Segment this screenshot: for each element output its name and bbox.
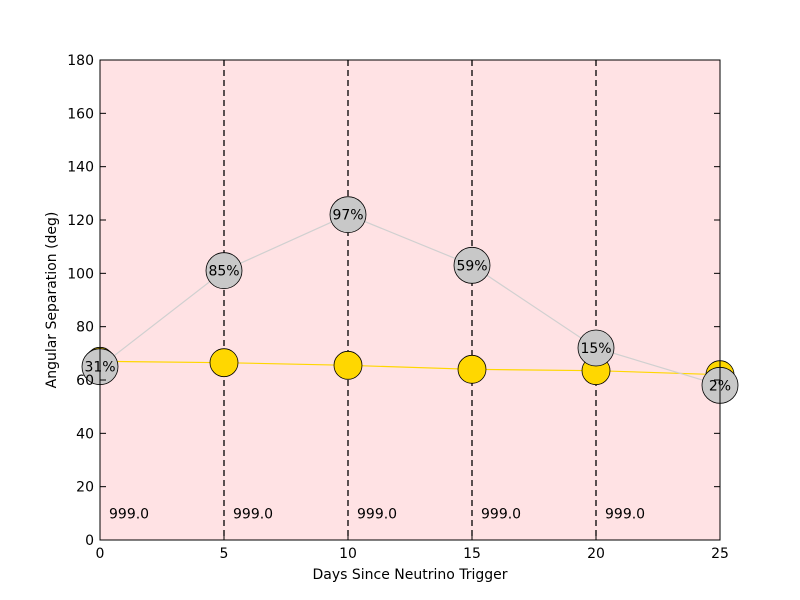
x-tick-label: 10	[339, 546, 357, 562]
y-axis-label: Angular Separation (deg)	[44, 212, 60, 389]
y-tick-label: 120	[67, 213, 94, 229]
y-tick-label: 160	[67, 106, 94, 122]
series-line	[99, 214, 721, 386]
y-tick-label: 180	[67, 53, 94, 69]
x-tick-label: 15	[463, 546, 481, 562]
annotation-text: 999.0	[357, 506, 397, 522]
sun-point	[209, 348, 239, 378]
x-tick-label: 20	[587, 546, 605, 562]
point-label: 59%	[456, 258, 487, 274]
y-tick-label: 140	[67, 160, 94, 176]
x-tick-label: 5	[220, 546, 229, 562]
annotation-text: 999.0	[233, 506, 273, 522]
point-label: 15%	[580, 341, 611, 357]
moon-point	[453, 246, 491, 284]
moon-point	[577, 329, 615, 367]
x-tick-label: 25	[711, 546, 729, 562]
y-tick-label: 80	[76, 320, 94, 336]
x-axis-label: Days Since Neutrino Trigger	[312, 567, 507, 583]
moon-point	[329, 196, 367, 234]
y-tick-label: 20	[76, 480, 94, 496]
annotation-text: 999.0	[109, 506, 149, 522]
point-label: 97%	[332, 208, 363, 224]
annotation-text: 999.0	[605, 506, 645, 522]
sun-point	[333, 350, 363, 380]
y-tick-label: 60	[76, 373, 94, 389]
vertical-lines	[223, 60, 597, 540]
plot-background	[100, 60, 720, 540]
sun-point	[457, 354, 487, 384]
y-tick-label: 100	[67, 266, 94, 282]
y-tick-label: 40	[76, 426, 94, 442]
axis-ticks: 0 5 10 15 20 25 0 20 40 60 80 100 120 140 160 180	[67, 53, 729, 562]
annotations: 999.0 999.0 999.0 999.0 999.0	[109, 506, 645, 522]
x-tick-label: 0	[96, 546, 105, 562]
y-tick-label: 0	[85, 533, 94, 549]
series-line	[99, 360, 721, 376]
point-label: 85%	[208, 264, 239, 280]
series-layer: 31%85%97%59%15%2%	[81, 196, 739, 404]
plot-frame	[99, 59, 721, 541]
annotation-text: 999.0	[481, 506, 521, 522]
moon-point	[205, 252, 243, 290]
